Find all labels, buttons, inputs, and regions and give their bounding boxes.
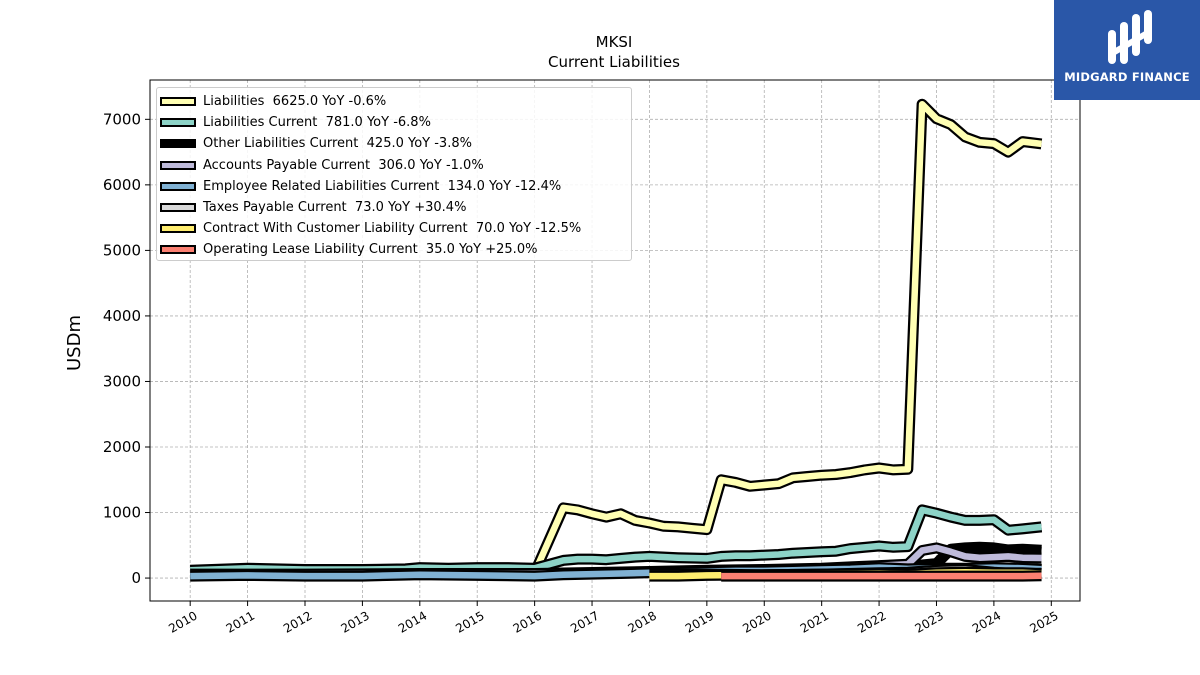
legend-swatch: [160, 224, 196, 234]
x-tick-label: 2024: [970, 608, 1003, 635]
y-tick-label: 3000: [103, 372, 141, 390]
legend-item: Operating Lease Liability Current 35.0 Y…: [157, 239, 631, 260]
legend-item: Taxes Payable Current 73.0 YoY +30.4%: [157, 197, 631, 218]
x-tick-label: 2017: [568, 608, 601, 635]
legend-item: Liabilities 6625.0 YoY -0.6%: [157, 91, 631, 112]
legend-label: Other Liabilities Current 425.0 YoY -3.8…: [203, 136, 472, 152]
y-tick-label: 1000: [103, 504, 141, 522]
chart-subtitle: Current Liabilities: [548, 53, 680, 71]
legend-swatch: [160, 203, 196, 213]
legend-swatch: [160, 245, 196, 255]
legend-label: Liabilities 6625.0 YoY -0.6%: [203, 94, 387, 110]
series-fill-line: [190, 506, 1042, 574]
y-tick-label: 7000: [103, 110, 141, 128]
logo-icon: [1108, 10, 1152, 64]
chart-title: MKSI: [596, 33, 633, 51]
x-tick-label: 2018: [625, 608, 658, 635]
x-tick-label: 2014: [396, 608, 429, 635]
legend-swatch: [160, 181, 196, 191]
legend-item: Contract With Customer Liability Current…: [157, 218, 631, 239]
legend-label: Accounts Payable Current 306.0 YoY -1.0%: [203, 157, 484, 173]
legend-label: Employee Related Liabilities Current 134…: [203, 178, 562, 194]
y-axis-label: USDm: [64, 315, 85, 371]
x-tick-label: 2021: [798, 608, 831, 635]
x-tick-label: 2016: [511, 608, 544, 635]
legend-label: Contract With Customer Liability Current…: [203, 221, 582, 237]
y-tick-label: 5000: [103, 241, 141, 259]
y-tick-label: 6000: [103, 176, 141, 194]
series-layer: [190, 98, 1043, 582]
x-tick-label: 2013: [338, 608, 371, 635]
midgard-finance-logo: MIDGARD FINANCE: [1054, 0, 1200, 100]
legend-item: Liabilities Current 781.0 YoY -6.8%: [157, 112, 631, 133]
x-tick-label: 2015: [453, 608, 486, 635]
x-tick-label: 2019: [683, 608, 716, 635]
x-tick-label: 2010: [166, 608, 199, 635]
legend-item: Employee Related Liabilities Current 134…: [157, 176, 631, 197]
x-tick-label: 2020: [740, 608, 773, 635]
axis-ticks: 2010 2011 2012 2013 2014 2015 2016 2017 2018 2019…: [103, 110, 1061, 636]
plot-frame: [149, 79, 1081, 602]
x-tick-label: 2012: [281, 608, 314, 635]
legend-label: Liabilities Current 781.0 YoY -6.8%: [203, 115, 431, 131]
x-tick-label: 2022: [855, 608, 888, 635]
y-tick-label: 4000: [103, 307, 141, 325]
legend-swatch: [160, 139, 196, 149]
legend: Liabilities 6625.0 YoY -0.6% Liabilities …: [156, 87, 632, 261]
y-tick-label: 2000: [103, 438, 141, 456]
logo-text: MIDGARD FINANCE: [1064, 70, 1190, 84]
legend-item: Other Liabilities Current 425.0 YoY -3.8…: [157, 133, 631, 154]
series-line: [190, 504, 1043, 576]
legend-label: Operating Lease Liability Current 35.0 Y…: [203, 242, 538, 258]
legend-swatch: [160, 97, 196, 107]
x-tick-label: 2025: [1027, 608, 1060, 635]
y-tick-label: 0: [131, 569, 141, 587]
legend-item: Accounts Payable Current 306.0 YoY -1.0%: [157, 155, 631, 176]
x-tick-label: 2011: [224, 608, 257, 635]
legend-label: Taxes Payable Current 73.0 YoY +30.4%: [203, 200, 467, 216]
x-tick-label: 2023: [913, 608, 946, 635]
legend-swatch: [160, 118, 196, 128]
legend-swatch: [160, 160, 196, 170]
